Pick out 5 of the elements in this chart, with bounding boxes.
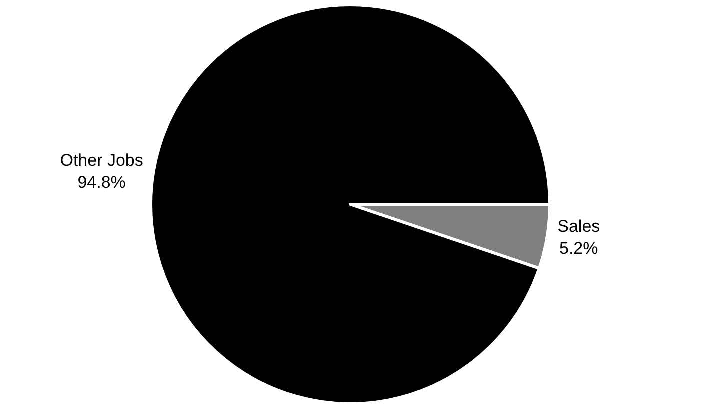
- slice-label: Other Jobs: [60, 150, 144, 170]
- slice-label: Sales: [558, 216, 600, 236]
- data-label: 5.2%: [560, 239, 598, 258]
- pie-slice: [150, 4, 552, 406]
- data-label: 94.8%: [78, 173, 126, 192]
